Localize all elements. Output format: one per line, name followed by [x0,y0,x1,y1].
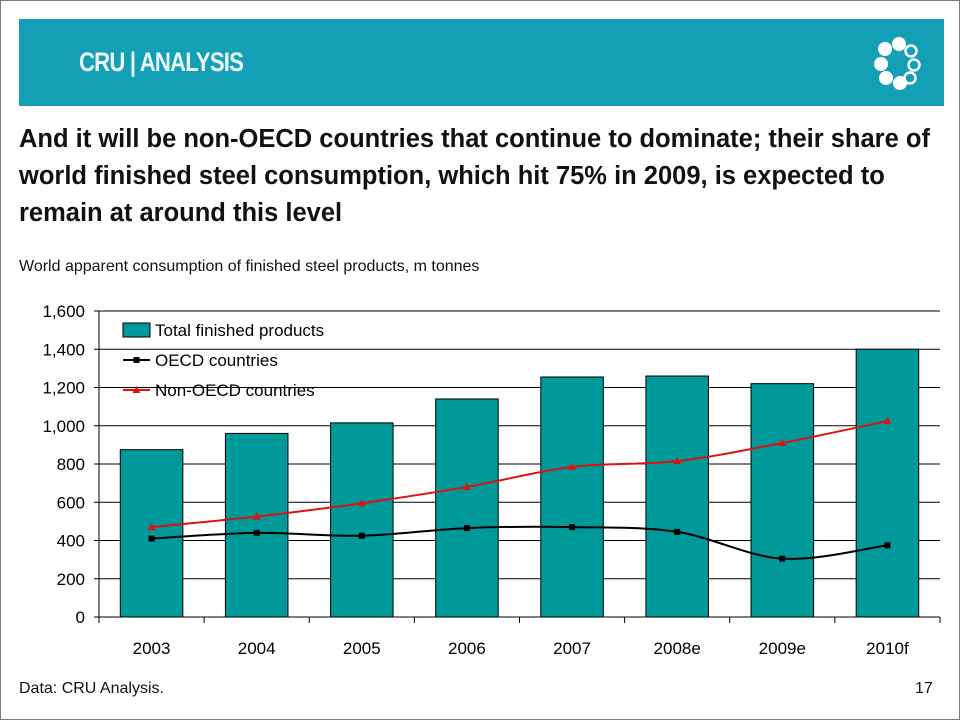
y-tick-label: 400 [57,532,85,551]
y-tick-label: 1,400 [42,340,85,359]
point-non-oecd-countries-2006 [462,482,471,490]
bar-total-2009e [750,383,815,618]
point-non-oecd-countries-2008e [673,457,682,465]
y-tick-label: 800 [57,455,85,474]
legend-marker-oecd-countries [133,357,140,363]
point-oecd-countries-2005 [358,532,365,539]
data-source-note: Data: CRU Analysis. [19,680,164,697]
bar-total-2005 [330,422,394,618]
brand-banner: CRU | ANALYSIS [19,19,944,106]
legend-label-oecd-countries: OECD countries [155,351,278,370]
legend-label-non-oecd-countries: Non-OECD countries [155,381,315,400]
point-non-oecd-countries-2003 [147,523,156,531]
legend-swatch-total-finished-products [122,322,151,338]
point-oecd-countries-2003 [148,535,155,542]
legend-label-total-finished-products: Total finished products [155,321,324,340]
bar-total-2010f [855,348,920,618]
ring-dots-logo-icon [874,37,921,90]
y-tick-label: 0 [76,608,85,627]
point-non-oecd-countries-2010f [883,416,892,424]
slide-headline: And it will be non-OECD countries that c… [19,125,930,227]
point-oecd-countries-2009e [779,555,786,562]
point-non-oecd-countries-2005 [357,499,366,507]
legend-marker-non-oecd-countries [132,386,141,393]
y-tick-label: 600 [57,493,85,512]
series-line-oecd-countries [151,525,888,560]
bar-total-2008e [645,375,709,618]
point-oecd-countries-2010f [884,542,891,549]
y-tick-label: 1,000 [42,417,85,436]
series-line-non-oecd-countries [151,419,888,529]
y-tick-label: 1,200 [42,379,85,398]
x-tick-label: 2007 [553,639,591,658]
x-tick-label: 2009e [759,639,806,658]
page-number: 17 [915,680,933,697]
point-non-oecd-countries-2009e [778,438,787,446]
point-non-oecd-countries-2007 [568,462,577,470]
point-oecd-countries-2007 [569,524,576,531]
cru-analysis-logo: CRU | ANALYSIS [79,47,244,77]
point-oecd-countries-2008e [674,528,681,535]
x-tick-label: 2005 [343,639,381,658]
y-tick-label: 200 [57,570,85,589]
bar-total-2006 [435,398,499,618]
x-tick-label: 2003 [133,639,171,658]
chart-subtitle: World apparent consumption of finished s… [19,258,480,275]
y-tick-label: 1,600 [42,302,85,321]
point-oecd-countries-2006 [463,525,470,532]
point-non-oecd-countries-2004 [252,512,261,520]
steel-consumption-chart: 0 200 400 600 800 1,000 1,200 1,400 1,600 2003 200… [42,302,941,658]
point-oecd-countries-2004 [253,529,260,536]
x-tick-label: 2008e [654,639,701,658]
x-tick-label: 2006 [448,639,486,658]
x-tick-label: 2010f [866,639,909,658]
bar-total-2007 [540,376,604,618]
bar-total-2004 [224,432,289,618]
bar-total-2003 [119,449,184,618]
x-tick-label: 2004 [238,639,276,658]
